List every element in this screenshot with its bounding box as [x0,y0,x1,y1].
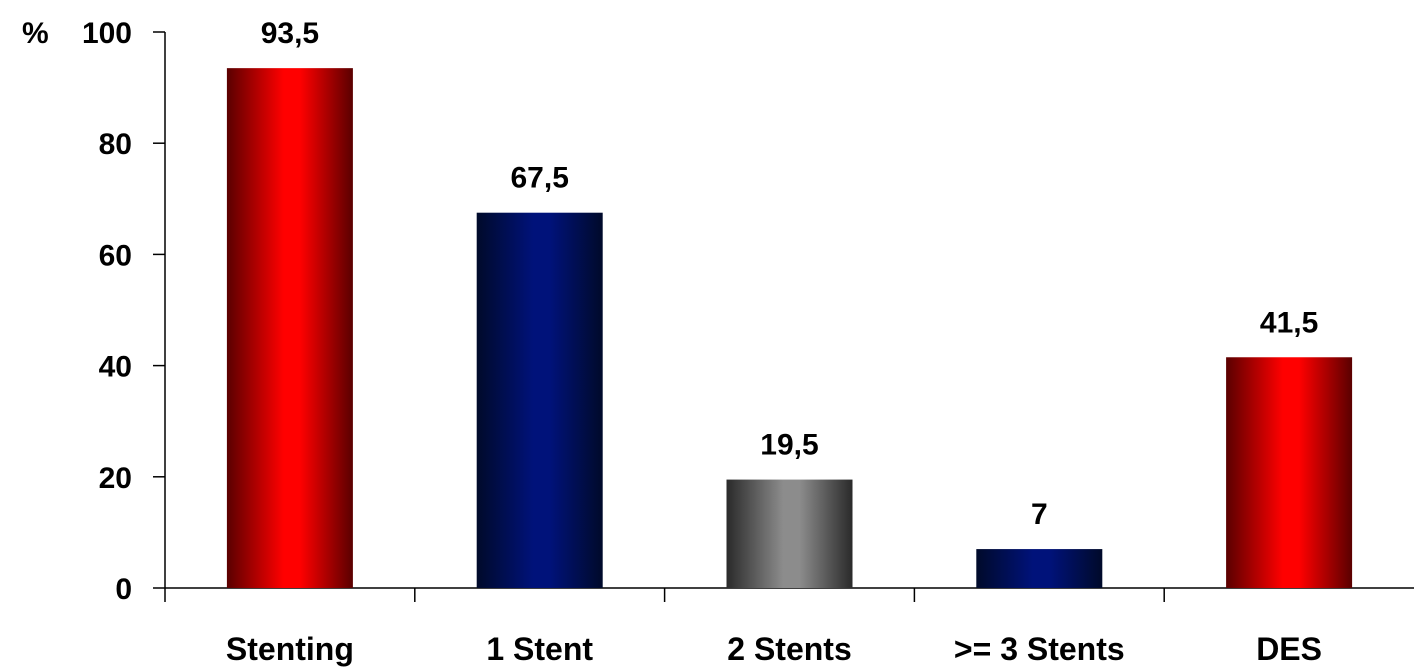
bar [226,68,353,588]
y-tick-label: 40 [99,351,132,384]
bar [976,549,1103,588]
bars [226,68,1353,588]
data-label: 67,5 [511,162,569,195]
y-tick-label: 100 [82,17,132,50]
data-label: 93,5 [261,17,319,50]
y-tick-label: 20 [99,462,132,495]
x-category-label: 2 Stents [727,631,851,667]
y-axis-unit-label: % [22,17,49,50]
axes: 0 20 40 60 80 100 [82,17,1414,606]
data-label: 7 [1031,498,1048,531]
bar [726,479,853,588]
data-label: 41,5 [1260,306,1318,339]
bar [476,212,603,588]
x-category-label: 1 Stent [486,631,593,667]
y-tick-label: 0 [115,573,132,606]
x-category-label: Stenting [226,631,354,667]
y-tick-label: 80 [99,128,132,161]
y-tick-label: 60 [99,239,132,272]
data-label: 19,5 [760,429,818,462]
labels: 93,5 Stenting 67,5 1 Stent 19,5 2 Stents 7 >= 3… [226,17,1322,667]
x-category-label: >= 3 Stents [954,631,1125,667]
bar [1226,357,1353,588]
x-category-label: DES [1256,631,1322,667]
